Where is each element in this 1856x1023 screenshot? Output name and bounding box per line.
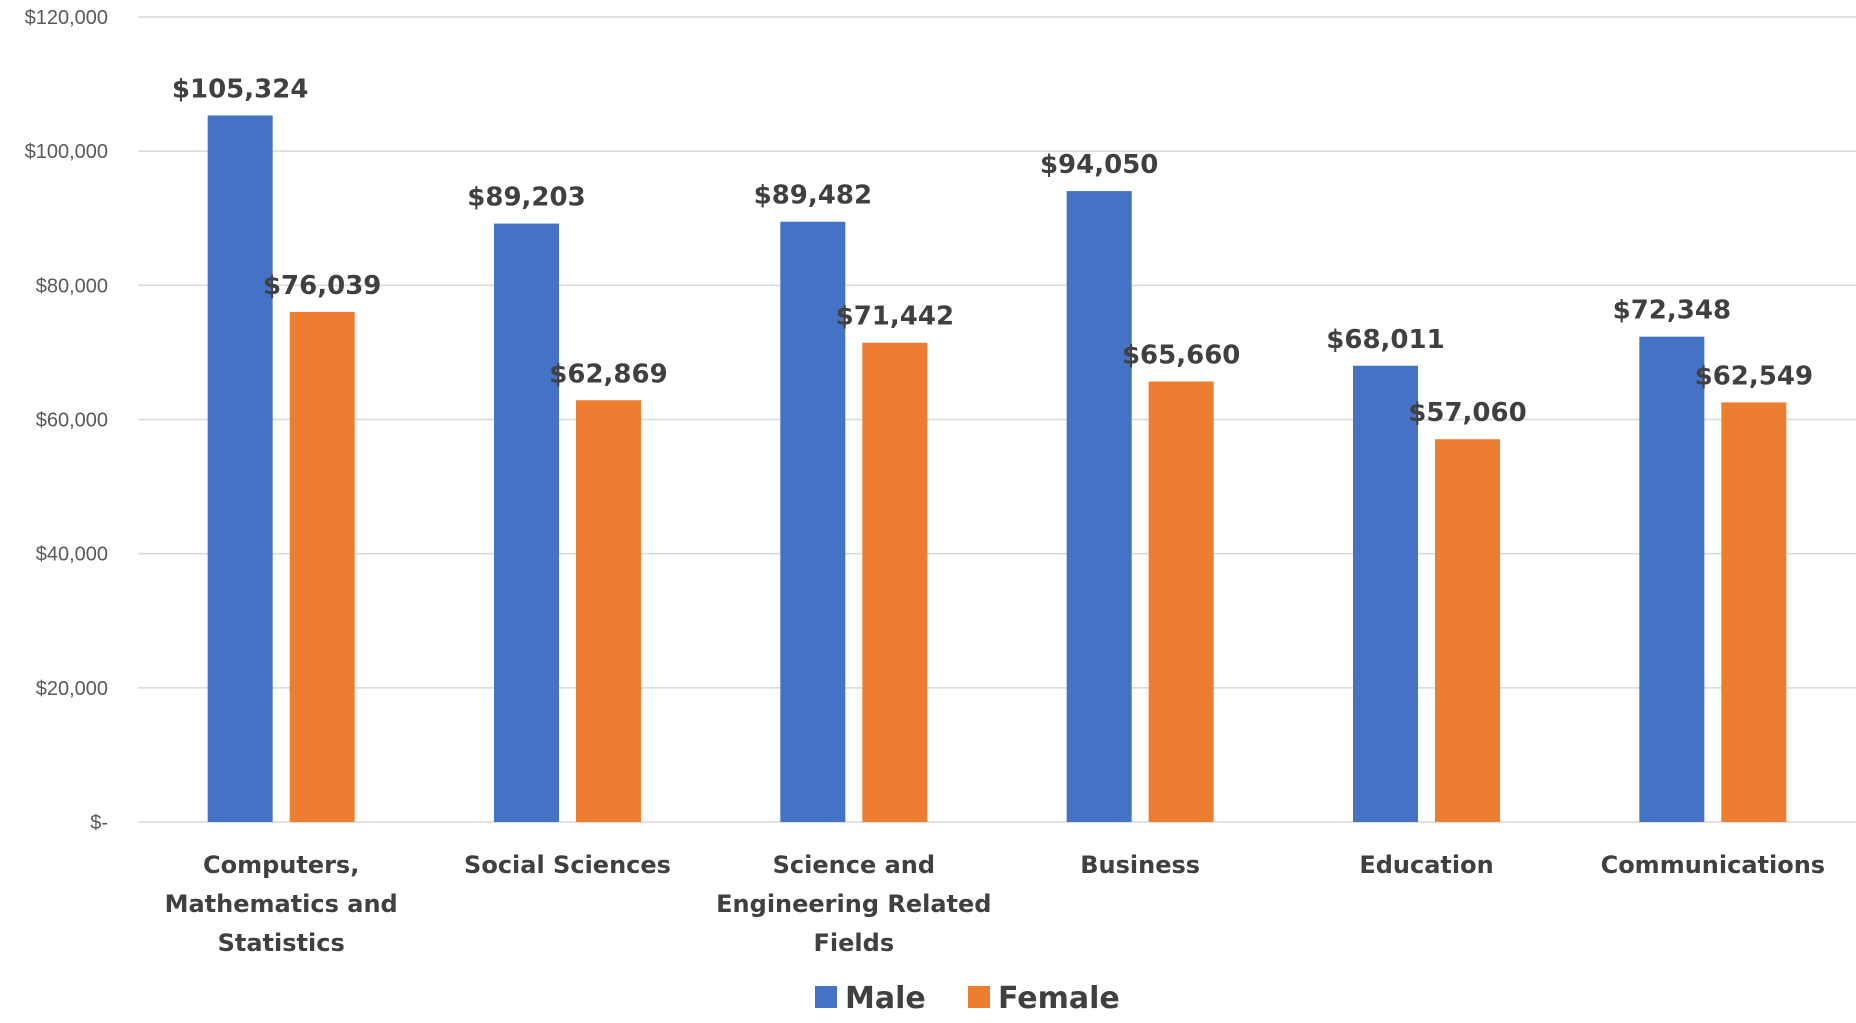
y-tick-label: $120,000 [25,7,108,29]
data-label-female: $76,039 [263,271,381,301]
data-label-male: $72,348 [1613,296,1731,326]
category-label: Science and [773,851,935,879]
legend: Male Female [815,981,1120,1016]
y-tick-label: $- [90,812,108,834]
bar-male [780,221,846,822]
category-label: Business [1080,851,1200,879]
y-tick-label: $100,000 [25,141,108,163]
category-label: Engineering Related [716,890,991,918]
bar-female [576,400,641,822]
data-label-female: $62,869 [549,359,667,389]
data-label-male: $68,011 [1326,325,1444,355]
data-labels: $105,324 $76,039 $89,203 $62,869 $89,482 $71,… [172,74,1813,428]
data-label-male: $89,482 [754,181,872,211]
bar-male [207,115,273,823]
category-label: Communications [1601,851,1826,879]
bar-female [289,311,355,822]
category-label: Mathematics and [165,890,398,918]
data-label-female: $65,660 [1122,341,1240,371]
bar-male [494,223,559,822]
category-label: Education [1359,851,1493,879]
data-label-male: $94,050 [1040,150,1158,180]
legend-label-male: Male [845,981,926,1016]
y-tick-label: $80,000 [36,275,108,297]
bar-male [1066,191,1132,823]
bar-female [1435,439,1500,822]
category-label: Social Sciences [464,851,671,879]
x-axis-categories: Computers, Mathematics and Statistics Socia… [165,851,1825,957]
data-label-female: $62,549 [1695,361,1813,391]
y-tick-label: $20,000 [36,678,108,700]
bar-female [862,342,928,822]
gridlines [138,16,1856,823]
y-tick-label: $60,000 [36,410,108,432]
category-label: Computers, [203,851,359,879]
legend-swatch-female [968,986,990,1008]
y-tick-label: $40,000 [36,544,108,566]
bar-male [1639,336,1705,822]
y-axis-ticks: $- $20,000 $40,000 $60,000 $80,000 $100,000 $1… [25,7,108,834]
bar-female [1148,381,1214,822]
data-label-male: $105,324 [172,74,309,104]
legend-label-female: Female [998,981,1120,1016]
bars [207,115,1787,823]
category-label: Statistics [218,929,345,957]
data-label-female: $71,442 [836,302,954,332]
data-label-female: $57,060 [1408,398,1526,428]
legend-swatch-male [815,986,837,1008]
category-label: Fields [814,929,895,957]
bar-male [1353,365,1418,822]
bar-female [1721,402,1787,822]
data-label-male: $89,203 [467,183,585,213]
